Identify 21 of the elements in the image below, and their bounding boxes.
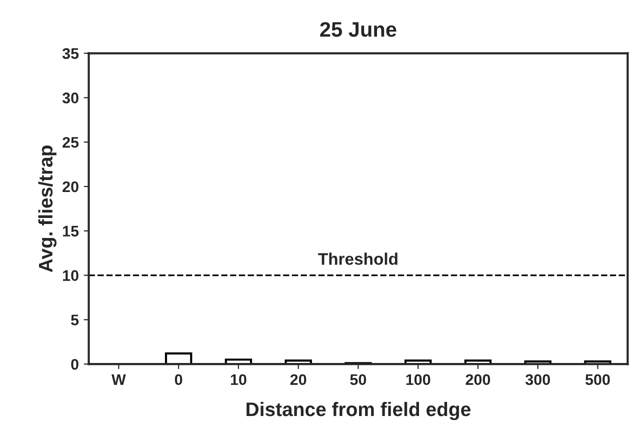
chart-title: 25 June <box>320 22 396 37</box>
y-tick-label: 15 <box>63 226 79 237</box>
x-tick-label: 200 <box>466 374 490 386</box>
y-axis-title: Avg. flies/trap <box>38 146 56 272</box>
x-tick-label: W <box>112 374 126 385</box>
x-tick-label: 100 <box>406 374 430 386</box>
x-tick-label: 50 <box>350 374 366 386</box>
y-tick-label: 0 <box>71 358 78 370</box>
ref-line-label: Threshold <box>318 252 398 265</box>
y-tick-label: 20 <box>62 181 78 192</box>
y-tick-label: 10 <box>63 270 78 281</box>
x-axis-title: Distance from field edge <box>246 402 470 420</box>
x-tick-label: 300 <box>525 374 550 386</box>
y-tick-label: 25 <box>62 136 79 148</box>
x-tick-label: 0 <box>174 374 182 386</box>
x-tick-label: 20 <box>290 374 306 386</box>
y-tick-label: 5 <box>71 314 79 326</box>
x-tick-label: 500 <box>585 374 610 386</box>
x-tick-label: 10 <box>230 374 246 386</box>
y-tick-label: 30 <box>62 92 78 104</box>
y-tick-label: 35 <box>62 48 79 59</box>
